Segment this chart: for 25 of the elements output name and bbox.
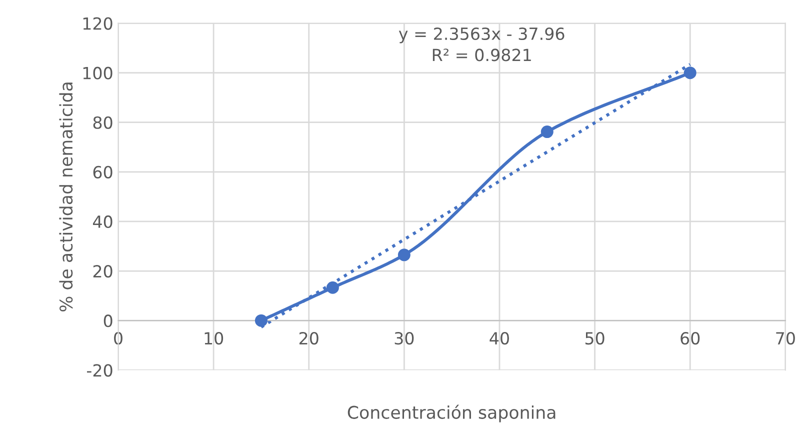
- y-axis-title: % de actividad nematicida: [59, 82, 73, 312]
- y-tick-label: 60: [93, 166, 112, 178]
- x-tick-label: 50: [585, 332, 604, 345]
- x-axis-title: Concentración saponina: [348, 404, 556, 422]
- x-tick-label: 40: [490, 332, 509, 345]
- y-tick-label: 40: [93, 215, 112, 228]
- y-tick-label: -20: [86, 364, 112, 377]
- y-tick-label: 120: [83, 17, 112, 30]
- annotation: R² = 0.9821: [432, 48, 531, 62]
- point: [540, 126, 554, 138]
- x-tick-label: 60: [680, 332, 700, 345]
- x-tick-label: 70: [776, 332, 795, 345]
- point: [684, 66, 696, 80]
- y-tick-label: 80: [93, 116, 112, 129]
- y-tick-label: 20: [93, 264, 112, 278]
- point: [326, 281, 339, 294]
- point: [254, 314, 268, 327]
- annotation: y = 2.3563x - 37.96: [398, 27, 564, 44]
- x-tick-label: 30: [394, 332, 414, 345]
- x-tick-label: 20: [299, 332, 318, 345]
- x-tick-label: 10: [204, 332, 224, 345]
- point: [398, 248, 410, 262]
- y-tick-label: 0: [104, 314, 112, 328]
- x-tick-label: 0: [114, 332, 122, 345]
- y-tick-label: 100: [83, 66, 112, 80]
